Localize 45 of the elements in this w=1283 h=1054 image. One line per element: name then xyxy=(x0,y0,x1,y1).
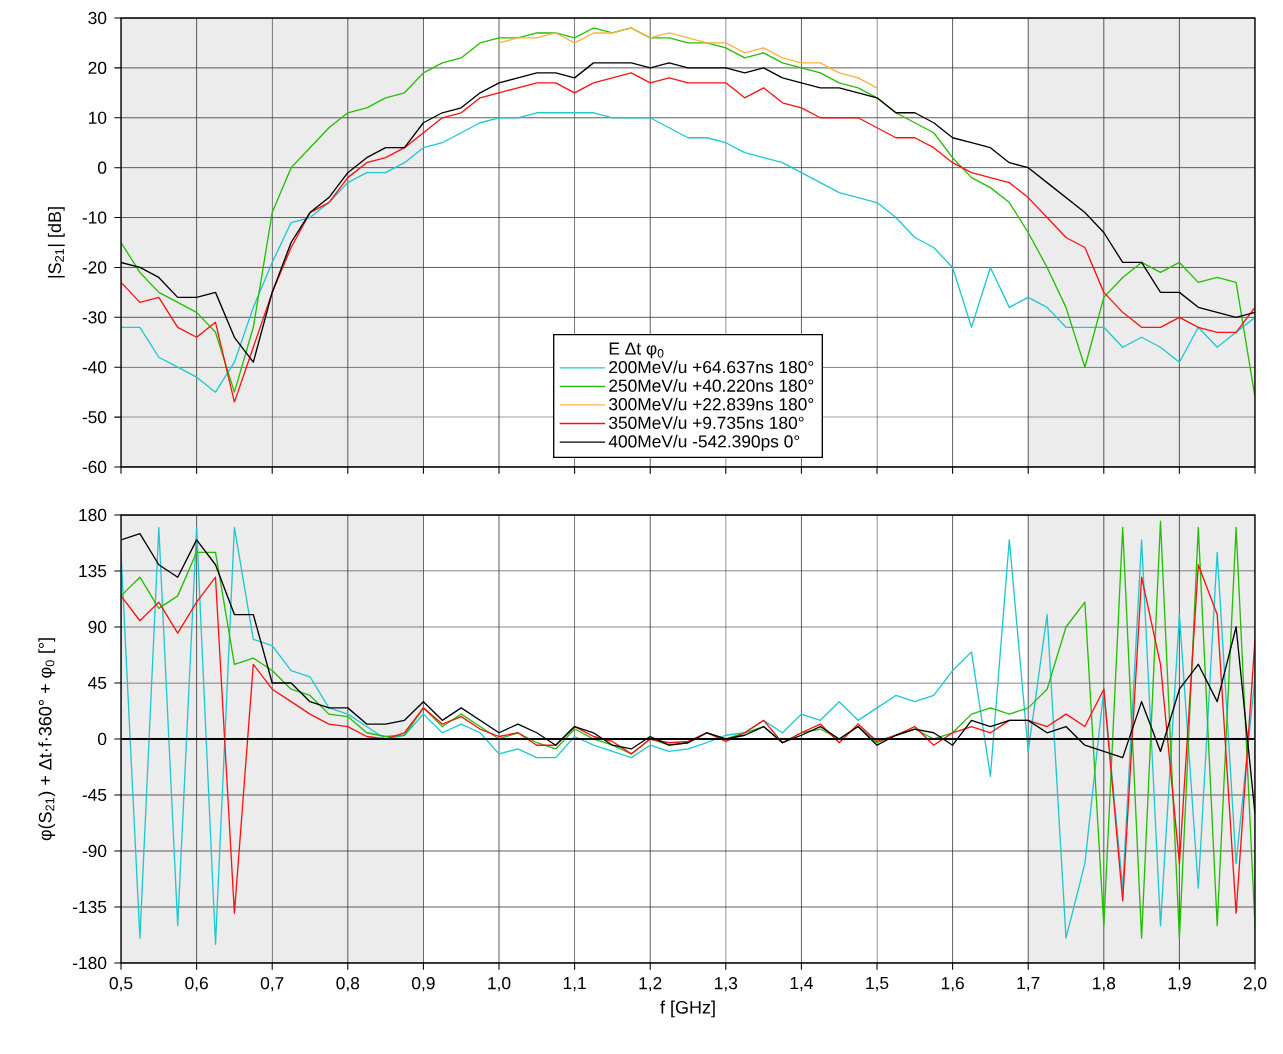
legend-label: 200MeV/u +64.637ns 180° xyxy=(609,360,814,374)
x-tick-label: 1,3 xyxy=(715,977,738,992)
y-tick-label: 10 xyxy=(89,111,107,124)
y-tick-label: 135 xyxy=(79,564,107,578)
y-tick-label: 0 xyxy=(97,161,107,174)
y-tick-label: -20 xyxy=(82,261,107,274)
x-tick-label: 1,4 xyxy=(790,977,813,992)
x-tick-label: 1,5 xyxy=(866,977,889,992)
x-tick-label: 2,0 xyxy=(1243,977,1267,992)
y-tick-label: 45 xyxy=(88,676,107,690)
y-tick-label: 30 xyxy=(88,11,107,25)
y-tick-label: 180 xyxy=(79,508,107,522)
x-tick-label: 0,6 xyxy=(185,977,208,992)
x-tick-label: 1,2 xyxy=(639,977,662,992)
x-tick-label: 0,5 xyxy=(109,977,133,992)
y-tick-label: 90 xyxy=(88,620,107,634)
y-tick-label: -60 xyxy=(82,460,107,474)
x-tick-label: 1,6 xyxy=(941,977,964,992)
legend-label: 400MeV/u -542.390ps 0° xyxy=(608,434,800,451)
x-tick-label: 1,1 xyxy=(563,977,586,992)
x-tick-label: 1,7 xyxy=(1017,977,1040,992)
y-tick-label: 0 xyxy=(97,732,107,746)
y-axis-title: |S$_{21}$| [dB] xyxy=(47,207,65,278)
y-tick-label: -30 xyxy=(82,311,107,324)
line-series xyxy=(121,564,1255,914)
x-tick-label: 0,7 xyxy=(260,977,284,992)
y-tick-label: -40 xyxy=(82,361,107,374)
y-tick-label: -10 xyxy=(82,211,107,224)
y-tick-label: -90 xyxy=(82,844,107,858)
y-tick-label: -135 xyxy=(73,900,107,914)
y-tick-label: -45 xyxy=(82,788,107,802)
y-tick-label: 20 xyxy=(88,61,107,75)
x-tick-label: 1,0 xyxy=(488,977,511,992)
x-tick-label: 0,8 xyxy=(336,977,360,992)
legend-label: 250MeV/u +40.220ns 180° xyxy=(609,379,814,392)
legend-label: 300MeV/u +22.839ns 180° xyxy=(609,397,814,411)
x-tick-label: 0,9 xyxy=(412,977,435,992)
legend-title: E Δt φ$_{0}$ xyxy=(609,342,664,359)
y-axis-title: φ(S$_{21}$) + Δt·f·360° + φ$_{0}$ [°] xyxy=(38,638,56,841)
legend-label: 350MeV/u +9.735ns 180° xyxy=(609,416,804,429)
x-axis-title: f [GHz] xyxy=(660,1000,715,1018)
x-tick-label: 1,9 xyxy=(1168,977,1191,992)
y-tick-label: -180 xyxy=(73,956,107,970)
y-tick-label: -50 xyxy=(82,410,107,424)
x-tick-label: 1,8 xyxy=(1093,977,1116,992)
